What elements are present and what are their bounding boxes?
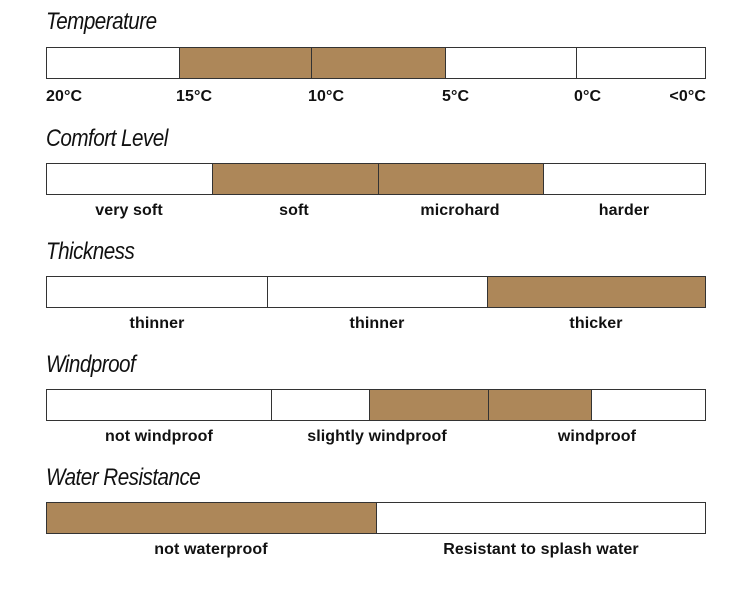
comfort-level-title: Comfort Level bbox=[46, 125, 168, 152]
thickness-divider bbox=[267, 277, 268, 307]
windproof-divider bbox=[271, 390, 272, 420]
temperature-label-0c: 0°C bbox=[574, 88, 602, 105]
temperature-tick-divider bbox=[445, 48, 446, 78]
comfort-level-divider bbox=[212, 164, 213, 194]
comfort-label-soft: soft bbox=[279, 202, 309, 219]
thickness-scale-bar bbox=[46, 276, 706, 308]
windproof-divider bbox=[488, 390, 489, 420]
water-resistance-title: Water Resistance bbox=[46, 464, 201, 491]
windproof-label-windproof: windproof bbox=[557, 428, 637, 445]
temperature-tick-divider bbox=[179, 48, 180, 78]
windproof-range-highlight bbox=[369, 390, 591, 420]
water-resistance-range-highlight bbox=[47, 503, 376, 533]
temperature-label-20c: 20°C bbox=[46, 88, 83, 105]
temperature-tick-divider bbox=[576, 48, 577, 78]
temperature-tick-divider bbox=[311, 48, 312, 78]
temperature-label-15c: 15°C bbox=[176, 88, 213, 105]
thickness-label-thicker: thicker bbox=[569, 315, 623, 332]
thickness-divider bbox=[487, 277, 488, 307]
comfort-label-very-soft: very soft bbox=[95, 202, 163, 219]
comfort-label-microhard: microhard bbox=[420, 202, 500, 219]
water-label-not-waterproof: not waterproof bbox=[154, 541, 268, 558]
windproof-divider bbox=[591, 390, 592, 420]
comfort-level-range-highlight bbox=[212, 164, 543, 194]
thickness-title: Thickness bbox=[46, 238, 135, 265]
windproof-title: Windproof bbox=[46, 351, 136, 378]
thickness-label-thinner: thinner bbox=[349, 315, 405, 332]
temperature-label-5c: 5°C bbox=[442, 88, 470, 105]
windproof-label-slightly-windproof: slightly windproof bbox=[307, 428, 447, 445]
comfort-level-divider bbox=[378, 164, 379, 194]
comfort-level-divider bbox=[543, 164, 544, 194]
water-resistance-scale-bar bbox=[46, 502, 706, 534]
comfort-label-harder: harder bbox=[598, 202, 650, 219]
windproof-label-not-windproof: not windproof bbox=[105, 428, 213, 445]
temperature-scale-bar bbox=[46, 47, 706, 79]
windproof-divider bbox=[369, 390, 370, 420]
thickness-range-highlight bbox=[487, 277, 705, 307]
comfort-level-scale-bar bbox=[46, 163, 706, 195]
thickness-label-thinner: thinner bbox=[129, 315, 185, 332]
windproof-scale-bar bbox=[46, 389, 706, 421]
water-label-splash-resistant: Resistant to splash water bbox=[443, 541, 639, 558]
temperature-label-below-0c: <0°C bbox=[669, 88, 706, 105]
water-resistance-divider bbox=[376, 503, 377, 533]
temperature-title: Temperature bbox=[46, 8, 157, 35]
temperature-range-highlight bbox=[179, 48, 445, 78]
temperature-label-10c: 10°C bbox=[308, 88, 345, 105]
